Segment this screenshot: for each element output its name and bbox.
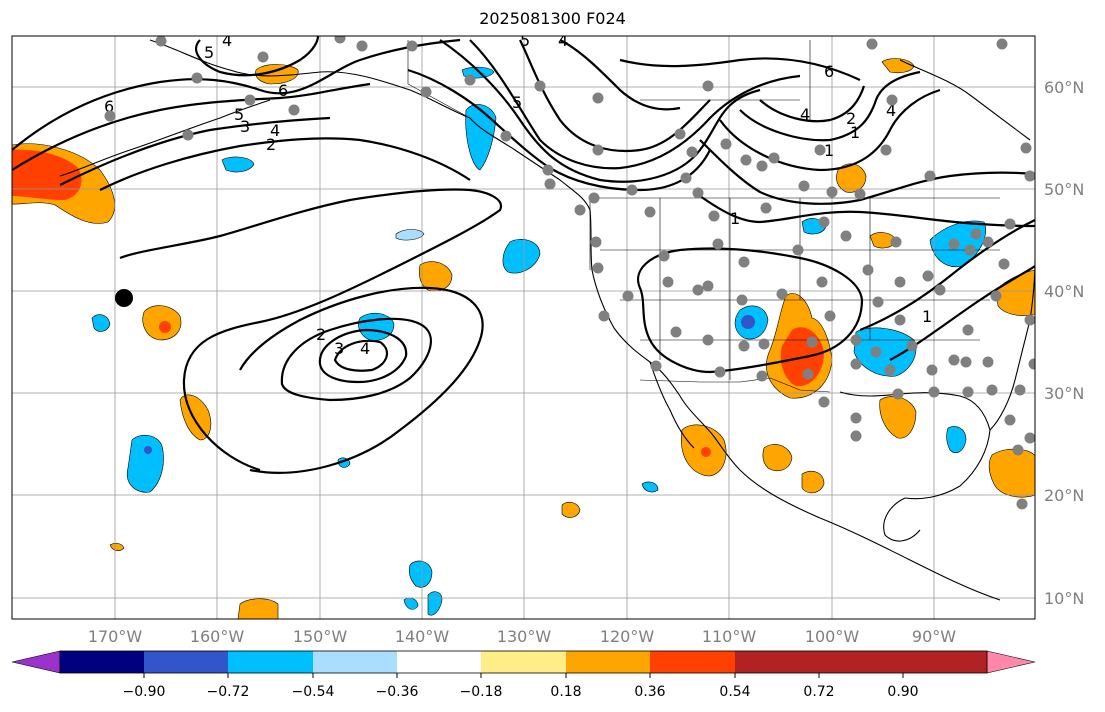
negative-anomaly-region xyxy=(91,314,111,332)
contour-label: 2 xyxy=(846,109,856,128)
station-markers xyxy=(104,36,1035,510)
colorbar: −0.90 −0.72 −0.54 −0.36 −0.18 0.18 0.36 … xyxy=(11,650,1036,700)
contour-label: 6 xyxy=(824,62,834,81)
lon-label: 140°W xyxy=(395,627,450,646)
colorbar-segment xyxy=(60,651,144,673)
strong-positive-anomaly-region xyxy=(12,149,82,200)
contour-label: 6 xyxy=(278,81,288,100)
latitude-labels: 60°N 50°N 40°N 30°N 20°N 10°N xyxy=(1044,78,1084,608)
colorbar-tick-label: 0.54 xyxy=(719,684,750,700)
contour-label: 5 xyxy=(234,105,244,124)
colorbar-segment xyxy=(481,651,566,673)
colorbar-segment xyxy=(228,651,313,673)
contour-label: 5 xyxy=(520,31,530,50)
colorbar-tick-label: 0.18 xyxy=(550,684,581,700)
contour-label: 5 xyxy=(512,93,522,112)
colorbar-tick-label: −0.90 xyxy=(123,684,166,700)
colorbar-right-extension xyxy=(986,650,1036,674)
lat-label: 60°N xyxy=(1044,78,1084,97)
contour-label: 5 xyxy=(204,43,214,62)
colorbar-segment xyxy=(735,651,819,673)
negative-anomaly-region xyxy=(502,239,541,274)
contour-label: 1 xyxy=(922,307,932,326)
contour-label: 2 xyxy=(316,325,326,344)
longitude-labels: 170°W 160°W 150°W 140°W 130°W 120°W 110°… xyxy=(88,627,956,646)
contour-label: 3 xyxy=(334,339,344,358)
colorbar-tick-label: 0.90 xyxy=(887,684,918,700)
negative-anomaly-region xyxy=(395,229,425,241)
contour-label: 4 xyxy=(222,31,232,50)
contour-label: 1 xyxy=(850,123,860,142)
positive-anomaly-region xyxy=(995,269,1035,316)
lon-label: 90°W xyxy=(912,627,956,646)
colorbar-segment xyxy=(397,651,481,673)
colorbar-tick-label: −0.54 xyxy=(292,684,335,700)
positive-anomaly-region xyxy=(237,598,279,619)
colorbar-segment xyxy=(313,651,397,673)
negative-anomaly-region xyxy=(641,481,659,493)
colorbar-tick-label: 0.36 xyxy=(634,684,665,700)
lat-label: 30°N xyxy=(1044,384,1084,403)
contour-label: 6 xyxy=(104,97,114,116)
lon-label: 150°W xyxy=(293,627,348,646)
negative-anomaly-region xyxy=(126,434,164,493)
contour-label: 4 xyxy=(558,31,568,50)
contour-label: 4 xyxy=(886,101,896,120)
contour-labels: 6 5 4 3 2 4 5 6 5 5 4 6 4 4 2 1 1 1 1 2 … xyxy=(104,31,932,358)
contour-label: 2 xyxy=(266,135,276,154)
colorbar-tick-label: −0.18 xyxy=(460,684,503,700)
contour-label: 1 xyxy=(824,141,834,160)
lon-label: 160°W xyxy=(190,627,245,646)
positive-anomaly-region xyxy=(561,501,581,518)
lon-label: 170°W xyxy=(88,627,143,646)
colorbar-segment xyxy=(903,651,987,673)
map-area: 6 5 4 3 2 4 5 6 5 5 4 6 4 4 2 1 1 1 1 2 … xyxy=(12,31,1035,619)
negative-anomaly-region xyxy=(221,156,255,173)
contour-label: 3 xyxy=(240,117,250,136)
contour-label: 4 xyxy=(800,105,810,124)
positive-anomaly-region xyxy=(255,64,299,85)
contour-label: 1 xyxy=(730,209,740,228)
graticule xyxy=(12,36,1035,619)
colorbar-segment xyxy=(566,651,650,673)
lon-label: 110°W xyxy=(702,627,757,646)
positive-anomaly-region xyxy=(762,444,793,471)
negative-anomaly-region xyxy=(946,426,967,453)
map-title: 2025081300 F024 xyxy=(479,9,626,28)
location-marker xyxy=(115,289,133,307)
contour-label: 4 xyxy=(270,121,280,140)
colorbar-left-extension xyxy=(11,650,61,674)
lon-label: 120°W xyxy=(600,627,655,646)
colorbar-segment xyxy=(819,651,903,673)
negative-anomaly-region xyxy=(408,560,433,588)
lat-label: 50°N xyxy=(1044,180,1084,199)
colorbar-tick-label: −0.36 xyxy=(376,684,419,700)
contours xyxy=(12,36,1035,474)
contour-label: 4 xyxy=(360,339,370,358)
colorbar-segment xyxy=(650,651,735,673)
map-frame xyxy=(11,35,1036,620)
colorbar-tick-label: 0.72 xyxy=(803,684,834,700)
lat-label: 20°N xyxy=(1044,486,1084,505)
coastlines xyxy=(59,39,1035,601)
lat-label: 40°N xyxy=(1044,282,1084,301)
colorbar-segment xyxy=(144,651,228,673)
lon-label: 100°W xyxy=(805,627,860,646)
colorbar-tick-label: −0.72 xyxy=(207,684,250,700)
lon-label: 130°W xyxy=(497,627,552,646)
lat-label: 10°N xyxy=(1044,589,1084,608)
positive-anomaly-region xyxy=(801,471,825,494)
